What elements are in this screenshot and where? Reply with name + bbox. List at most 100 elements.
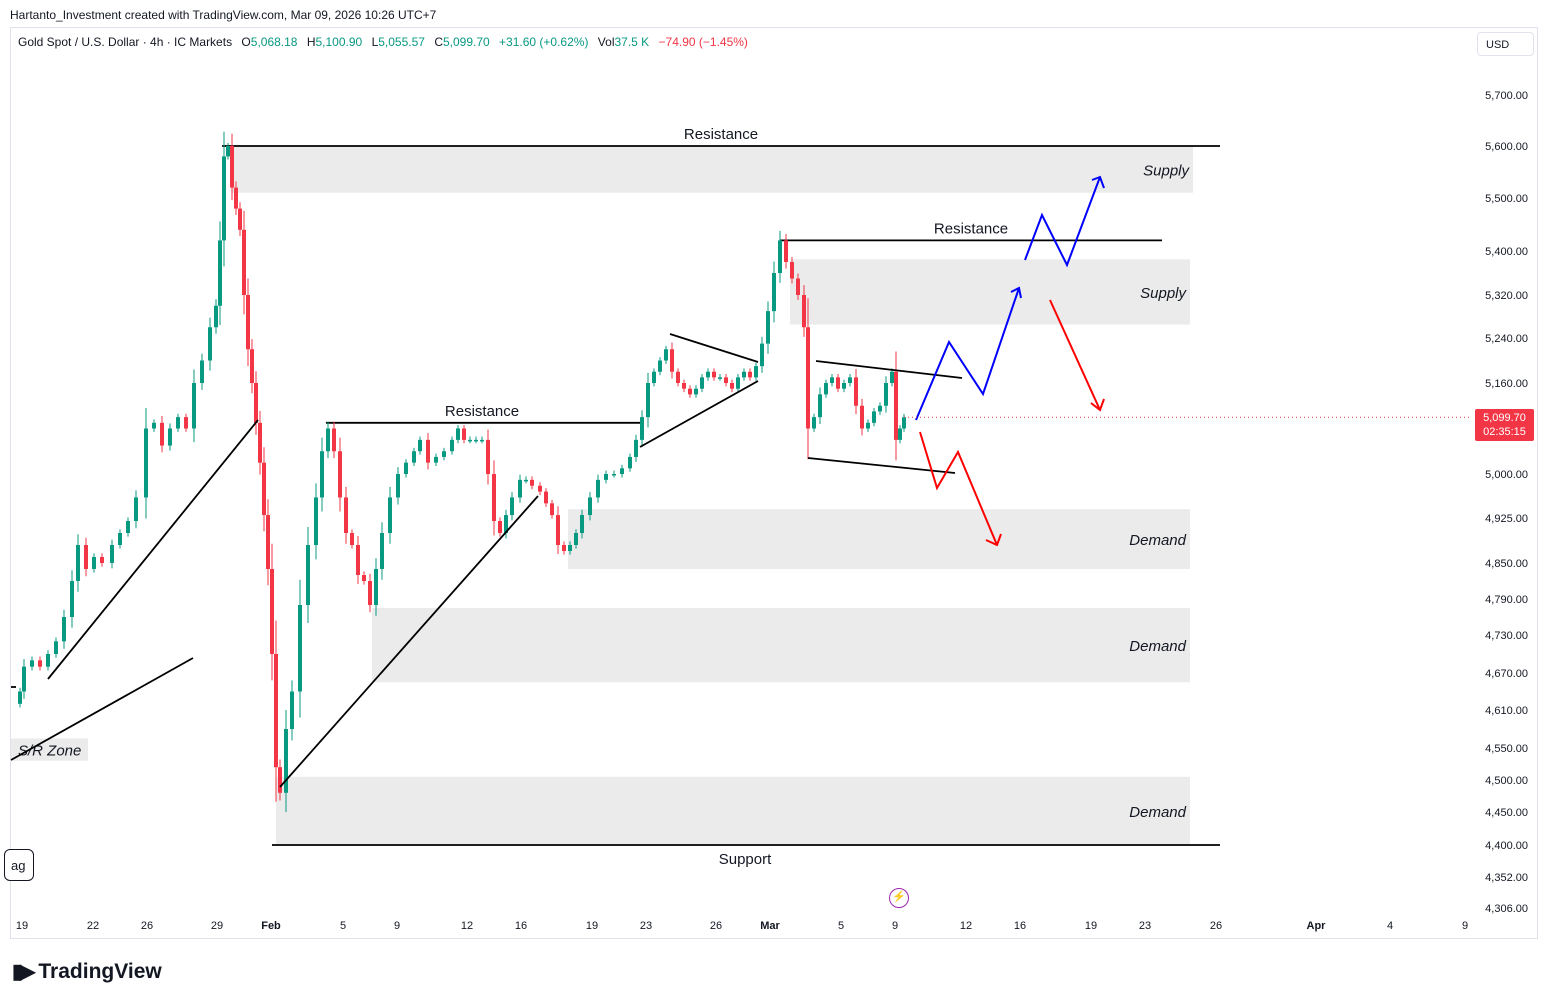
candle-body (538, 485, 542, 492)
candle (510, 492, 514, 521)
candle-body (736, 377, 740, 389)
y-tick-label: 4,610.00 (1485, 705, 1528, 717)
candle (284, 710, 288, 812)
symbol-name[interactable]: Gold Spot / U.S. Dollar · 4h · IC Market… (18, 35, 233, 49)
y-tick-label: 5,320.00 (1485, 290, 1528, 302)
candle (192, 369, 196, 443)
candle (176, 413, 180, 432)
candle-body (848, 377, 852, 383)
candle-body (878, 405, 882, 412)
candle-body (250, 349, 254, 383)
candle-body (110, 545, 114, 563)
candle (652, 368, 656, 387)
candle-body (806, 327, 810, 429)
zone-box (568, 509, 1190, 569)
candle-body (682, 383, 686, 389)
candle (492, 460, 496, 536)
currency-selector[interactable]: USD (1477, 32, 1534, 56)
candle-body (802, 295, 806, 328)
candle (222, 131, 226, 267)
arrowhead (985, 533, 1002, 547)
candle-body (306, 545, 310, 605)
level-label: Resistance (445, 403, 519, 420)
candle-body (284, 729, 288, 793)
y-tick-label: 5,160.00 (1485, 378, 1528, 390)
candle-body (612, 474, 616, 476)
candle (790, 257, 794, 284)
candle-body (380, 533, 384, 569)
y-tick-label: 5,000.00 (1485, 469, 1528, 481)
candle (450, 436, 454, 455)
candle-body (836, 377, 840, 389)
candle (70, 570, 74, 628)
candle-body (332, 428, 336, 452)
candle (356, 536, 360, 584)
volume-value: 37.5 K (614, 35, 650, 49)
candle-body (76, 545, 80, 581)
candle (226, 142, 230, 160)
candle (646, 372, 650, 428)
candle (504, 509, 508, 539)
candle-body (176, 417, 180, 429)
candle-body (544, 491, 548, 504)
candle (362, 571, 366, 585)
candle-body (492, 474, 496, 521)
y-tick-label: 5,600.00 (1485, 141, 1528, 153)
lightning-icon[interactable]: ⚡ (889, 888, 909, 908)
candle-body (730, 383, 734, 389)
x-tick-label: 5 (838, 920, 844, 932)
candle (404, 459, 408, 478)
candle-body (550, 503, 554, 516)
candle-body (368, 581, 372, 605)
candle (682, 379, 686, 393)
candle (326, 421, 330, 459)
candle-body (126, 521, 130, 533)
candle-body (134, 497, 138, 521)
zone-box (372, 608, 1190, 683)
candle (480, 436, 484, 444)
candle-body (320, 451, 324, 498)
tradingview-logo[interactable]: ▮▶ TradingView (12, 959, 162, 984)
candle (860, 398, 864, 436)
x-tick-label: 16 (1014, 920, 1026, 932)
candle-body (456, 428, 460, 440)
flag-button[interactable]: ag (4, 849, 34, 881)
candle-body (574, 533, 578, 545)
candle (110, 539, 114, 569)
candle-body (118, 533, 122, 545)
candle (290, 680, 294, 741)
candle (184, 413, 188, 432)
candle-body (200, 360, 204, 383)
candle-body (664, 349, 668, 361)
candle (262, 447, 266, 532)
candle-body (504, 515, 508, 533)
candle (76, 534, 80, 592)
candle-body (568, 545, 572, 551)
candle (274, 620, 278, 802)
candle-body (426, 439, 430, 463)
candle-body (290, 691, 294, 729)
candle-body (872, 411, 876, 423)
high-value: 5,100.90 (315, 35, 363, 49)
candle (538, 482, 542, 496)
candle-body (62, 617, 66, 642)
candle (784, 234, 788, 269)
candle (676, 368, 680, 387)
symbol-legend[interactable]: Gold Spot / U.S. Dollar · 4h · IC Market… (18, 35, 748, 49)
candle (884, 376, 888, 413)
volume-change: −74.90 (−1.45%) (658, 35, 748, 49)
trendline (669, 333, 759, 363)
candle-body (866, 422, 870, 429)
candle (118, 529, 122, 549)
candle (30, 656, 34, 671)
zone-label: Demand (1129, 804, 1186, 821)
candle (818, 387, 822, 424)
candle-body (830, 377, 834, 383)
candle-body (230, 146, 234, 188)
x-tick-label: 12 (461, 920, 473, 932)
y-tick-label: 4,850.00 (1485, 558, 1528, 570)
candle (250, 339, 254, 394)
candle-body (480, 439, 484, 442)
candle-body (314, 497, 318, 545)
